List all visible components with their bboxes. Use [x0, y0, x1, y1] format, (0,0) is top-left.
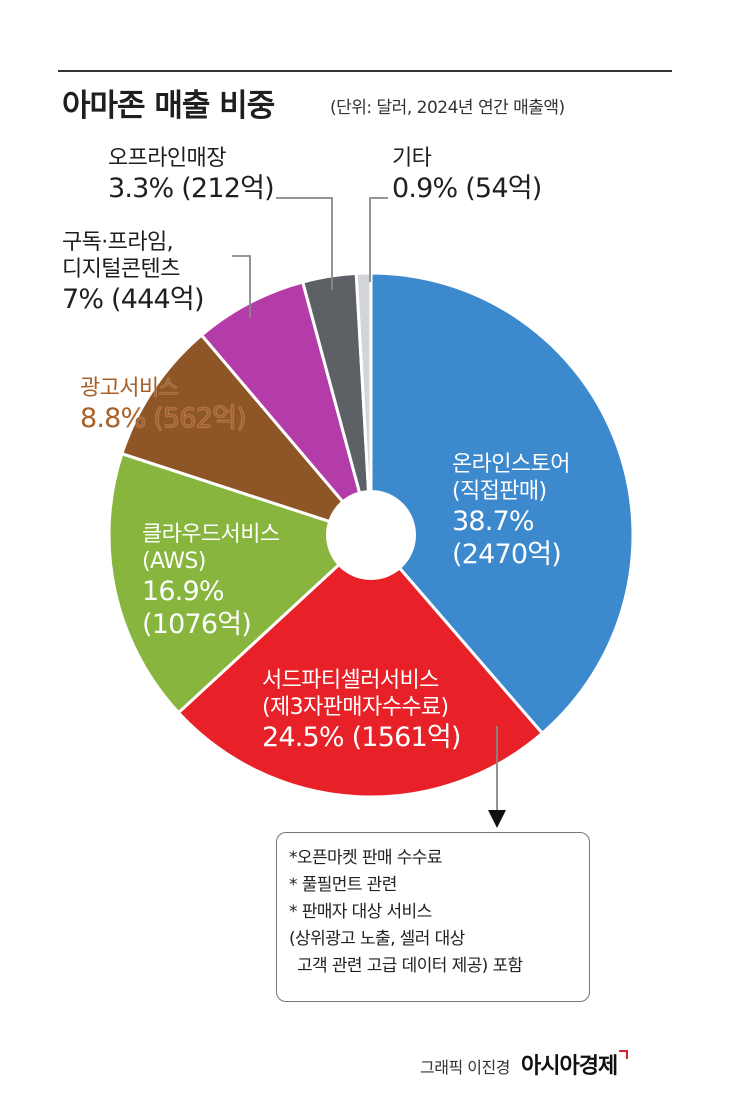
slice-percent: 38.7%	[452, 505, 535, 537]
leader-line-offline	[276, 197, 333, 290]
label-ads: 광고서비스 8.8% (562억)	[80, 376, 247, 436]
graphic-author: 그래픽 이진경	[420, 1058, 510, 1077]
third-party-note-box: *오픈마켓 판매 수수료 * 풀필먼트 관련 * 판매자 대상 서비스 (상위광…	[276, 832, 590, 1002]
label-online-store: 온라인스토어 (직접판매) 38.7% (2470억)	[452, 452, 570, 572]
label-third-party: 서드파티셀러서비스 (제3자판매자수수료) 24.5% (1561억)	[262, 668, 461, 755]
slice-name: 광고서비스	[80, 376, 179, 401]
arrow-down-icon	[488, 810, 506, 828]
chart-subtitle: (단위: 달러, 2024년 연간 매출액)	[330, 98, 565, 118]
slice-sub: (직접판매)	[452, 478, 547, 504]
label-cloud: 클라우드서비스 (AWS) 16.9% (1076억)	[142, 522, 280, 642]
brand-mark-icon	[619, 1050, 629, 1059]
slice-sub: (제3자판매자수수료)	[262, 694, 449, 720]
leader-line-subscription	[232, 255, 251, 318]
note-line: (상위광고 노출, 셀러 대상	[289, 929, 465, 949]
slice-sub: (AWS)	[142, 548, 206, 574]
note-line: *오픈마켓 판매 수수료	[289, 848, 442, 868]
note-line: * 풀필먼트 관련	[289, 875, 397, 895]
note-line: * 판매자 대상 서비스	[289, 902, 432, 922]
slice-name: 온라인스토어	[452, 452, 570, 477]
slice-percent-amount: 3.3% (212억)	[108, 172, 275, 204]
slice-name: 클라우드서비스	[142, 522, 280, 547]
slice-percent-amount: 0.9% (54억)	[392, 172, 542, 204]
slice-percent-amount: 7% (444억)	[62, 283, 204, 315]
pie-slice-cloud	[107, 452, 373, 715]
pie-slice-ads	[120, 333, 373, 537]
donut-hole	[326, 490, 416, 580]
credit: 그래픽 이진경 아시아경제	[420, 1048, 629, 1080]
slice-amount: (1076억)	[142, 608, 252, 640]
slice-percent-amount: 24.5% (1561억)	[262, 721, 461, 753]
label-offline: 오프라인매장 3.3% (212억)	[108, 146, 275, 206]
note-line: 고객 관련 고급 데이터 제공) 포함	[297, 956, 523, 976]
label-other: 기타 0.9% (54억)	[392, 146, 542, 206]
slice-name: 오프라인매장	[108, 146, 226, 171]
slice-sub: 디지털콘텐츠	[62, 256, 180, 282]
publisher-brand: 아시아경제	[521, 1054, 618, 1079]
slice-percent-amount: 8.8% (562억)	[80, 402, 247, 434]
slice-name: 기타	[392, 146, 432, 171]
chart-title: 아마존 매출 비중	[62, 88, 275, 124]
pie-slice-third-party	[176, 533, 544, 799]
slice-name: 구독·프라임,	[62, 230, 174, 255]
leader-line-other	[369, 197, 388, 282]
slice-percent: 16.9%	[142, 575, 225, 607]
top-rule	[58, 70, 672, 72]
label-subscription: 구독·프라임, 디지털콘텐츠 7% (444억)	[62, 230, 204, 317]
slice-name: 서드파티셀러서비스	[262, 668, 439, 693]
pie-slice-other	[354, 271, 373, 537]
slice-amount: (2470억)	[452, 538, 562, 570]
pie-slice-online-store	[369, 271, 635, 735]
